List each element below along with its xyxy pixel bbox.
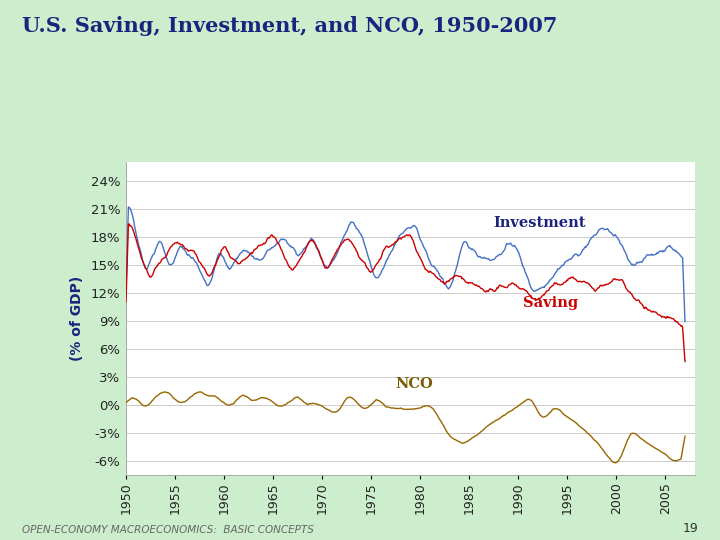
Text: U.S. Saving, Investment, and NCO, 1950-2007: U.S. Saving, Investment, and NCO, 1950-2…	[22, 16, 557, 36]
Text: OPEN-ECONOMY MACROECONOMICS:  BASIC CONCEPTS: OPEN-ECONOMY MACROECONOMICS: BASIC CONCE…	[22, 524, 313, 535]
Text: Investment: Investment	[494, 217, 586, 231]
Y-axis label: (% of GDP): (% of GDP)	[70, 276, 84, 361]
Text: Saving: Saving	[523, 296, 578, 310]
Text: 19: 19	[683, 522, 698, 535]
Text: NCO: NCO	[396, 377, 433, 392]
